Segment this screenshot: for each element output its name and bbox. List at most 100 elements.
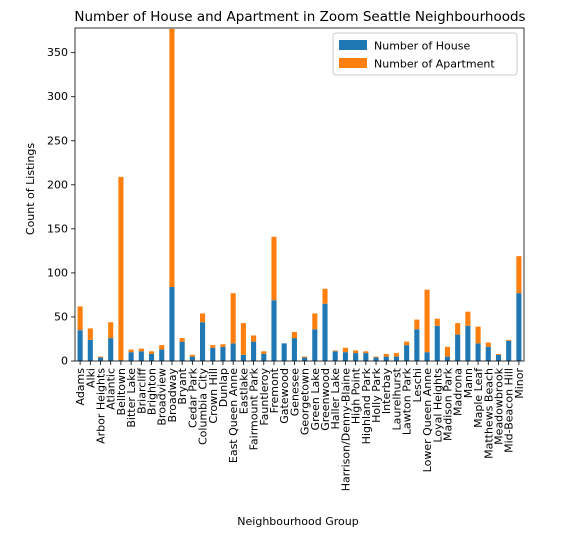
bar-apartment-15 (230, 293, 236, 344)
bar-house-14 (220, 346, 226, 361)
x-tick-label: Arbor Heights (95, 368, 108, 444)
bar-apartment-38 (465, 311, 471, 326)
bar-house-28 (363, 353, 369, 361)
bar-apartment-5 (128, 349, 134, 353)
x-tick-label: Matthews Beach (482, 368, 495, 459)
bar-house-30 (383, 356, 389, 361)
bar-house-32 (404, 345, 410, 361)
legend: Number of House Number of Apartment (332, 32, 518, 76)
x-tick-label: Lower Queen Anne (421, 368, 434, 473)
x-tick-label: High Point (350, 367, 363, 424)
x-tick-label: Holly Park (370, 367, 383, 423)
legend-label: Number of Apartment (374, 58, 495, 71)
bar-house-26 (342, 352, 348, 361)
y-axis-label: Count of Listings (24, 143, 37, 236)
bar-apartment-25 (332, 350, 338, 352)
x-tick-label: Georgetown (299, 368, 312, 435)
bar-apartment-41 (495, 353, 502, 355)
x-tick-label: Minor (513, 368, 526, 399)
x-tick-label: Bitter Lake (125, 368, 138, 428)
bar-apartment-23 (312, 313, 318, 330)
bar-house-5 (128, 352, 134, 361)
y-tick-label: 200 (47, 178, 68, 191)
x-tick-label: Fairmount Park (248, 367, 261, 450)
bar-house-3 (108, 338, 114, 361)
bar-apartment-29 (373, 356, 379, 358)
bar-house-33 (414, 329, 420, 361)
bar-apartment-39 (475, 326, 481, 344)
x-tick-label: Greenwood (319, 368, 332, 431)
x-axis-label: Neighbourhood Group (237, 515, 358, 528)
y-tick-label: 0 (61, 355, 68, 368)
x-tick-label: Broadview (156, 368, 169, 426)
x-tick-label: Maple Leaf (472, 367, 485, 428)
x-tick-label: Crown Hill (207, 368, 220, 424)
bar-apartment-36 (444, 346, 451, 357)
bar-apartment-31 (393, 353, 399, 357)
x-tick-label: Laurelhurst (390, 367, 403, 430)
bar-house-31 (393, 356, 399, 361)
bar-house-10 (179, 341, 185, 361)
bar-apartment-34 (424, 289, 430, 353)
bar-apartment-26 (342, 347, 348, 353)
bar-apartment-18 (261, 351, 267, 354)
legend-label: Number of House (374, 40, 470, 53)
x-tick-label: Eastlake (237, 368, 250, 415)
bar-apartment-42 (506, 339, 512, 341)
bar-house-41 (495, 354, 502, 361)
bar-house-25 (332, 351, 338, 361)
x-tick-label: Briarcliff (135, 368, 148, 414)
x-tick-label: Gatewood (278, 368, 291, 424)
y-tick-label: 100 (47, 266, 68, 279)
x-tick-label: Meadowbrook (492, 367, 505, 444)
x-tick-label: Mid-Beacon Hill (503, 368, 516, 453)
bar-apartment-0 (77, 306, 83, 331)
bar-house-22 (302, 357, 308, 361)
bar-apartment-17 (251, 335, 257, 342)
x-tick-label: Lawton Park (401, 367, 414, 435)
bar-apartment-14 (220, 344, 226, 347)
x-tick-label: Mann (462, 368, 475, 398)
bar-house-21 (291, 338, 297, 361)
x-tick-label: Green Lake (309, 368, 322, 431)
bar-apartment-40 (485, 342, 491, 347)
bar-house-24 (322, 303, 328, 361)
x-tick-label: Dunlap (217, 368, 230, 407)
bar-house-40 (485, 346, 491, 361)
bar-apartment-16 (240, 323, 246, 355)
x-tick-label: Belltown (115, 368, 128, 415)
x-tick-label: Harrison/Denny-Blaine (339, 368, 352, 492)
bar-apartment-12 (200, 313, 206, 323)
bar-apartment-30 (383, 353, 389, 357)
bar-house-39 (475, 343, 481, 361)
bar-house-20 (281, 343, 287, 361)
bar-house-18 (261, 353, 267, 361)
bar-house-36 (444, 356, 451, 361)
bar-apartment-24 (322, 288, 328, 304)
bar-apartment-21 (291, 331, 297, 339)
y-tick-label: 150 (47, 222, 68, 235)
bar-apartment-37 (455, 323, 461, 335)
bar-house-1 (87, 339, 93, 361)
bar-house-12 (200, 322, 206, 361)
bar-house-16 (240, 354, 246, 361)
legend-swatch (339, 58, 367, 68)
y-tick-label: 50 (54, 310, 68, 323)
x-tick-label: Madrona (452, 368, 465, 416)
bar-house-8 (159, 349, 165, 361)
x-tick-label: Bryant (176, 367, 189, 404)
bar-apartment-28 (363, 351, 369, 354)
chart-title: Number of House and Apartment in Zoom Se… (74, 9, 525, 25)
bar-apartment-19 (271, 236, 277, 301)
bars-group (77, 28, 522, 361)
x-tick-label: Genesee (288, 368, 301, 417)
bar-house-15 (230, 343, 236, 361)
x-tick-label: Alki (84, 368, 97, 388)
bar-house-2 (97, 357, 104, 361)
plot-frame (74, 27, 525, 362)
x-tick-label: Highland Park (360, 367, 373, 444)
bar-house-23 (312, 329, 318, 361)
bar-apartment-3 (108, 322, 114, 339)
bar-house-35 (434, 325, 440, 361)
